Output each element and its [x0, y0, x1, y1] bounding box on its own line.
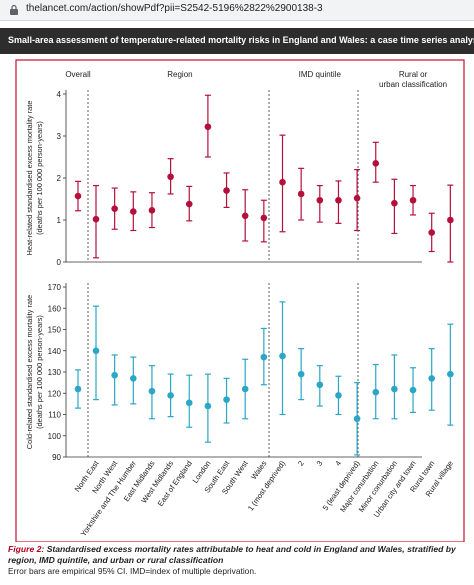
data-point-heat [372, 160, 380, 167]
data-point-heat [130, 208, 137, 215]
data-point-cold [223, 396, 230, 403]
lock-icon [10, 4, 18, 15]
data-point-cold [353, 415, 361, 423]
data-point-cold [111, 371, 118, 379]
y-tick-label-cold: 170 [48, 283, 62, 292]
data-point-heat [241, 212, 249, 220]
data-point-cold [409, 386, 417, 394]
data-point-cold [372, 388, 380, 396]
data-point-heat [111, 205, 118, 212]
y-tick-label-cold: 120 [48, 389, 62, 398]
caption-note: Error bars are empirical 95% CI. IMD=ind… [8, 566, 257, 576]
x-tick-label: 3 [315, 459, 325, 468]
y-tick-label-heat: 1 [57, 216, 62, 225]
figure-header: Small-area assessment of temperature-rel… [0, 28, 474, 54]
overall-point-cold [74, 385, 82, 393]
data-point-cold [204, 402, 212, 410]
data-point-heat [335, 196, 342, 204]
y-tick-label-heat: 2 [57, 174, 62, 183]
data-point-cold [279, 352, 286, 360]
x-tick-label: 2 [296, 459, 306, 468]
figure-header-title: Small-area assessment of temperature-rel… [8, 35, 474, 45]
data-point-cold [447, 370, 454, 378]
data-point-heat [185, 200, 193, 208]
data-point-cold [391, 385, 398, 393]
data-point-heat [167, 173, 174, 181]
caption-label: Figure 2: [8, 544, 45, 554]
url-text[interactable]: thelancet.com/action/showPdf?pii=S2542-5… [26, 3, 323, 14]
data-point-heat [409, 196, 417, 204]
data-point-heat [279, 178, 286, 186]
caption-text: Standardised excess mortality rates attr… [8, 544, 456, 565]
address-bar[interactable]: thelancet.com/action/showPdf?pii=S2542-5… [0, 0, 474, 21]
data-point-heat [428, 229, 436, 236]
y-tick-label-cold: 160 [48, 304, 62, 313]
x-tick-label: 4 [333, 459, 343, 468]
data-point-cold [260, 353, 268, 361]
y-tick-label-cold: 90 [52, 453, 61, 462]
group-header-0: Region [167, 70, 192, 79]
y-tick-label-cold: 150 [48, 326, 62, 335]
overall-point-heat [74, 192, 82, 200]
group-header-2: Rural or urban classification [379, 70, 447, 89]
y-tick-label-heat: 4 [57, 90, 62, 99]
data-point-heat [447, 216, 454, 224]
data-point-cold [185, 399, 193, 407]
data-point-heat [148, 207, 156, 214]
data-point-cold [130, 375, 137, 382]
data-point-cold [316, 381, 324, 389]
data-point-heat [297, 190, 305, 198]
y-tick-label-cold: 140 [48, 347, 62, 356]
y-tick-label-cold: 130 [48, 368, 62, 377]
y-axis-label-heat: Heat-related standardised excess mortali… [25, 101, 44, 256]
data-point-heat [223, 187, 230, 194]
data-point-cold [241, 385, 249, 393]
y-tick-label-cold: 100 [48, 432, 62, 441]
overall-header: Overall [65, 70, 91, 79]
data-point-cold [148, 387, 156, 395]
data-point-heat [316, 196, 324, 204]
data-point-cold [428, 375, 436, 382]
data-point-cold [167, 392, 174, 399]
data-point-heat [391, 199, 398, 207]
figure-chart: Overall Region IMD quintile Rural or urban c… [15, 59, 465, 542]
figure-frame [15, 59, 465, 542]
y-tick-label-heat: 0 [57, 258, 62, 267]
data-point-heat [92, 215, 100, 223]
y-tick-label-cold: 110 [48, 411, 61, 420]
data-point-cold [92, 347, 100, 355]
data-point-heat [260, 214, 268, 222]
group-header-1: IMD quintile [299, 70, 342, 79]
y-tick-label-heat: 3 [57, 132, 62, 141]
data-point-heat [353, 194, 361, 202]
figure-caption: Figure 2: Standardised excess mortality … [8, 544, 470, 577]
data-point-cold [297, 370, 305, 378]
y-axis-label-cold: Cold-related standardised excess mortali… [25, 295, 44, 449]
data-point-cold [335, 392, 342, 399]
data-point-heat [204, 123, 212, 131]
